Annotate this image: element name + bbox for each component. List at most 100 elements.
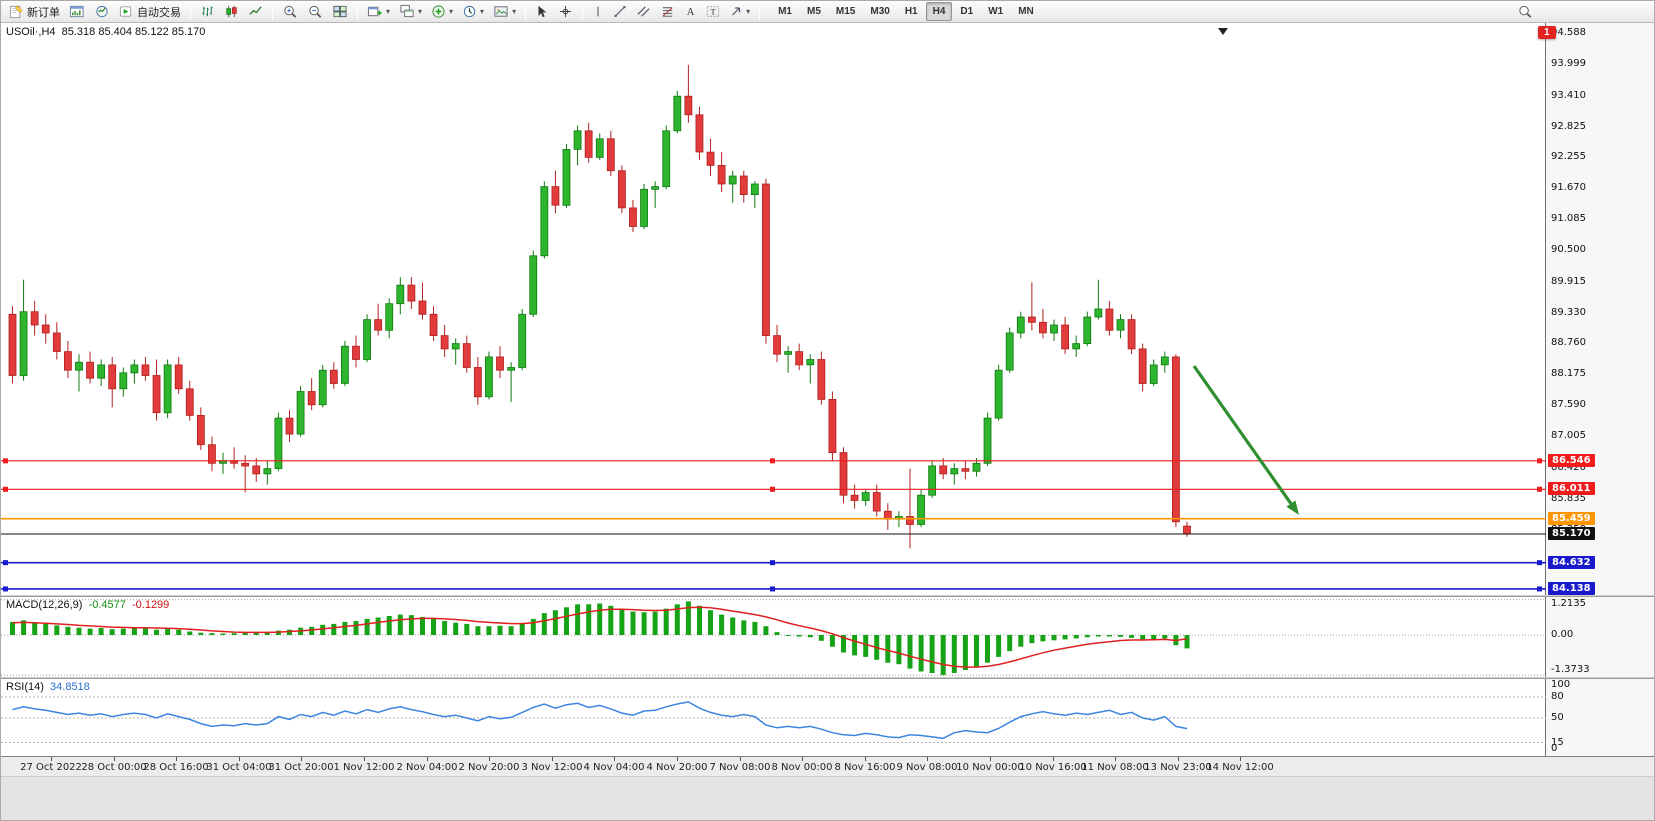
chart-title: USOil·,H4 bbox=[6, 26, 56, 38]
price-line-label: 84.138 bbox=[1548, 582, 1595, 595]
templates-button[interactable]: ▾ bbox=[489, 2, 520, 21]
line-chart-type-button[interactable] bbox=[244, 2, 267, 21]
zoom-in-icon bbox=[284, 5, 297, 18]
fibonacci-tool-button[interactable] bbox=[656, 2, 679, 21]
chart-window-icon bbox=[69, 5, 84, 18]
price-axis-label: 93.410 bbox=[1551, 90, 1586, 101]
pane-separator[interactable] bbox=[1, 677, 1654, 679]
rsi-value: 34.8518 bbox=[50, 681, 90, 693]
autotrading-button[interactable]: 自动交易 bbox=[115, 2, 185, 21]
new-order-button[interactable]: 新订单 bbox=[5, 2, 64, 21]
charts-button[interactable] bbox=[65, 2, 89, 21]
toolbar-separator bbox=[190, 3, 191, 20]
rsi-axis: 100 80 50 15 0 bbox=[1546, 679, 1654, 756]
price-axis-label: 94.588 bbox=[1551, 27, 1586, 38]
chart-area: USOil·,H4 85.318 85.404 85.122 85.170 94… bbox=[1, 23, 1654, 820]
timeframe-button-w1[interactable]: W1 bbox=[981, 2, 1010, 21]
timeframe-button-m5[interactable]: M5 bbox=[800, 2, 828, 21]
horizontal-line-84.138[interactable] bbox=[1, 586, 1546, 592]
time-axis-label: 4 Nov 20:00 bbox=[646, 762, 708, 773]
dropdown-caret-icon: ▾ bbox=[386, 6, 391, 16]
price-axis-label: 93.999 bbox=[1551, 58, 1586, 69]
horizontal-line-84.632[interactable] bbox=[1, 560, 1546, 566]
dropdown-caret-icon: ▾ bbox=[418, 6, 423, 16]
text-icon: A bbox=[687, 7, 695, 18]
time-axis-label: 28 Oct 00:00 bbox=[81, 762, 147, 773]
time-axis-tick bbox=[239, 757, 240, 761]
timeframe-button-m15[interactable]: M15 bbox=[829, 2, 862, 21]
time-axis-tick bbox=[1178, 757, 1179, 761]
candlestick-type-button[interactable] bbox=[220, 2, 243, 21]
macd-plot-area[interactable]: MACD(12,26,9) -0.4577 -0.1299 bbox=[1, 597, 1546, 677]
price-axis: 94.588 93.999 93.410 92.825 92.255 91.670 91.0… bbox=[1546, 23, 1654, 595]
timeframe-button-m30[interactable]: M30 bbox=[863, 2, 896, 21]
rsi-axis-label: 80 bbox=[1551, 691, 1564, 702]
rsi-axis-label: 0 bbox=[1551, 743, 1558, 754]
channel-tool-button[interactable] bbox=[632, 2, 655, 21]
timeframe-button-h4[interactable]: H4 bbox=[925, 2, 953, 21]
time-axis-label: 1 Nov 12:00 bbox=[333, 762, 395, 773]
shapes-tool-button[interactable]: ▾ bbox=[725, 2, 754, 21]
time-axis-label: 7 Nov 08:00 bbox=[709, 762, 771, 773]
label-tool-button[interactable]: T bbox=[702, 2, 724, 21]
new-order-label: 新订单 bbox=[27, 6, 60, 19]
search-button[interactable] bbox=[1513, 2, 1537, 21]
cursor-button[interactable] bbox=[531, 2, 553, 21]
svg-text:A: A bbox=[687, 7, 695, 18]
macd-pane: MACD(12,26,9) -0.4577 -0.1299 1.2135 0.00… bbox=[1, 597, 1654, 677]
vertical-line-tool-button[interactable] bbox=[588, 2, 608, 21]
rsi-plot-area[interactable]: RSI(14) 34.8518 bbox=[1, 679, 1546, 756]
new-chart-button[interactable]: ▾ bbox=[363, 2, 394, 21]
chart-marker-icon bbox=[1218, 28, 1228, 35]
macd-label: MACD(12,26,9) -0.4577 -0.1299 bbox=[6, 599, 169, 611]
timeframe-button-m1[interactable]: M1 bbox=[771, 2, 799, 21]
indicators-button[interactable]: ▾ bbox=[427, 2, 457, 21]
channel-icon bbox=[637, 6, 650, 17]
notification-badge[interactable]: 1 bbox=[1538, 26, 1556, 39]
profiles-button[interactable]: ▾ bbox=[395, 2, 426, 21]
market-watch-button[interactable] bbox=[90, 2, 114, 21]
zoom-out-button[interactable] bbox=[303, 2, 327, 21]
timeframe-button-mn[interactable]: MN bbox=[1011, 2, 1041, 21]
macd-chart[interactable] bbox=[1, 597, 1546, 677]
pane-separator[interactable] bbox=[1, 595, 1654, 597]
bottom-strip bbox=[1, 776, 1654, 820]
trend-arrow-annotation[interactable] bbox=[1192, 365, 1299, 515]
toolbar-separator bbox=[582, 3, 584, 20]
dropdown-caret-icon: ▾ bbox=[746, 6, 751, 16]
horizontal-line-86.546[interactable] bbox=[1, 458, 1546, 464]
periods-button[interactable]: ▾ bbox=[458, 2, 488, 21]
tile-windows-button[interactable] bbox=[328, 2, 352, 21]
candlestick-chart[interactable] bbox=[1, 23, 1546, 595]
toolbar: 新订单 自动交易 bbox=[1, 1, 1654, 23]
market-watch-icon bbox=[96, 5, 108, 18]
trendline-tool-button[interactable] bbox=[609, 2, 631, 21]
time-axis-label: 13 Nov 23:00 bbox=[1144, 762, 1212, 773]
timeframe-button-h1[interactable]: H1 bbox=[898, 2, 925, 21]
main-plot-area[interactable]: USOil·,H4 85.318 85.404 85.122 85.170 bbox=[1, 23, 1546, 595]
time-axis[interactable]: 27 Oct 2022 28 Oct 00:00 28 Oct 16:00 31 Oc… bbox=[1, 756, 1654, 776]
rsi-name: RSI(14) bbox=[6, 681, 44, 693]
dropdown-caret-icon: ▾ bbox=[449, 6, 454, 16]
price-line-label: 86.011 bbox=[1548, 482, 1595, 495]
crosshair-icon bbox=[559, 5, 572, 18]
rsi-pane: RSI(14) 34.8518 100 80 50 15 0 bbox=[1, 679, 1654, 756]
timeframe-button-d1[interactable]: D1 bbox=[953, 2, 980, 21]
time-axis-label: 10 Nov 16:00 bbox=[1019, 762, 1087, 773]
macd-main-value: -0.4577 bbox=[88, 599, 126, 611]
text-tool-button[interactable]: A bbox=[680, 2, 701, 21]
time-axis-label: 31 Oct 20:00 bbox=[268, 762, 334, 773]
profiles-icon bbox=[400, 4, 414, 18]
time-axis-label: 4 Nov 04:00 bbox=[583, 762, 645, 773]
crosshair-button[interactable] bbox=[554, 2, 577, 21]
zoom-in-button[interactable] bbox=[278, 2, 302, 21]
toolbar-separator bbox=[272, 3, 273, 20]
clock-icon bbox=[463, 5, 476, 18]
macd-axis: 1.2135 0.00 -1.3733 bbox=[1546, 597, 1654, 677]
rsi-chart[interactable] bbox=[1, 679, 1546, 756]
horizontal-line-86.011[interactable] bbox=[1, 486, 1546, 492]
bar-chart-type-button[interactable] bbox=[196, 2, 219, 21]
new-order-icon bbox=[9, 5, 23, 19]
price-axis-label: 92.255 bbox=[1551, 151, 1586, 162]
time-axis-label: 9 Nov 08:00 bbox=[896, 762, 958, 773]
